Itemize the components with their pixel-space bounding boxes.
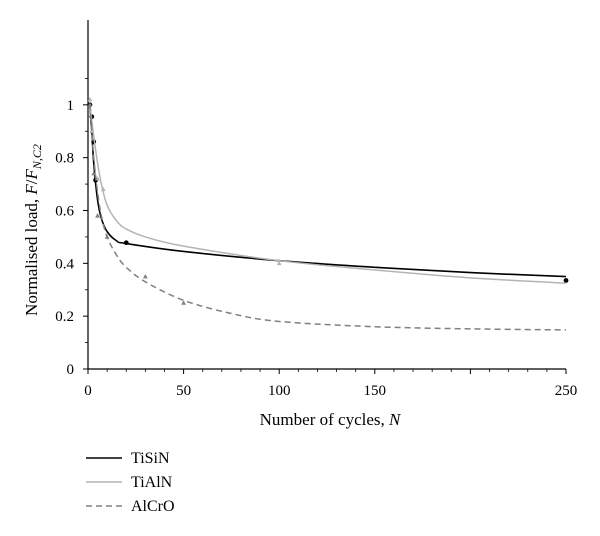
y-tick-label: 1 [67,98,75,114]
data-point-alcro [104,234,110,239]
x-tick-label: 50 [176,383,191,399]
y-tick-label: 0.4 [55,256,74,272]
data-point-tisin [563,278,569,283]
data-point-alcro [87,102,93,107]
x-tick-label: 100 [268,383,291,399]
y-tick-label: 0.6 [55,204,74,220]
series-tisin [87,102,569,283]
data-point-alcro [95,213,100,218]
legend-label-alcro: AlCrO [131,498,175,515]
series-line-tialn [89,104,567,284]
x-axis-label: Number of cycles, N [260,410,402,429]
series-tialn [87,96,567,284]
y-tick-label: 0 [67,362,75,378]
data-point-alcro [91,170,97,176]
data-point-alcro [181,300,186,305]
series-line-alcro [89,104,567,331]
x-tick-label: 150 [364,383,387,399]
data-point-tialn [89,128,95,134]
series-line-tisin [89,104,567,278]
data-point-alcro [142,273,148,279]
plot-area [87,20,569,370]
data-point-tialn [276,260,282,266]
data-point-tisin [123,240,129,246]
legend: TiSiN TiAlN AlCrO [86,450,175,515]
legend-label-tialn: TiAlN [131,474,173,491]
y-axis-ticks: 0 0.2 0.4 0.6 0.8 1 [55,78,88,378]
y-axis-label: Normalised load, F/FN,C2 [22,144,44,316]
y-tick-label: 0.2 [55,309,74,325]
data-point-tialn [100,186,106,192]
legend-label-tisin: TiSiN [131,450,170,467]
series-alcro [87,102,567,331]
data-point-tialn [87,96,93,102]
x-axis-ticks: 0 50 100 150 250 [84,369,577,399]
y-tick-label: 0.8 [55,151,74,167]
x-tick-label: 0 [84,383,92,399]
x-tick-label: 250 [555,383,578,399]
